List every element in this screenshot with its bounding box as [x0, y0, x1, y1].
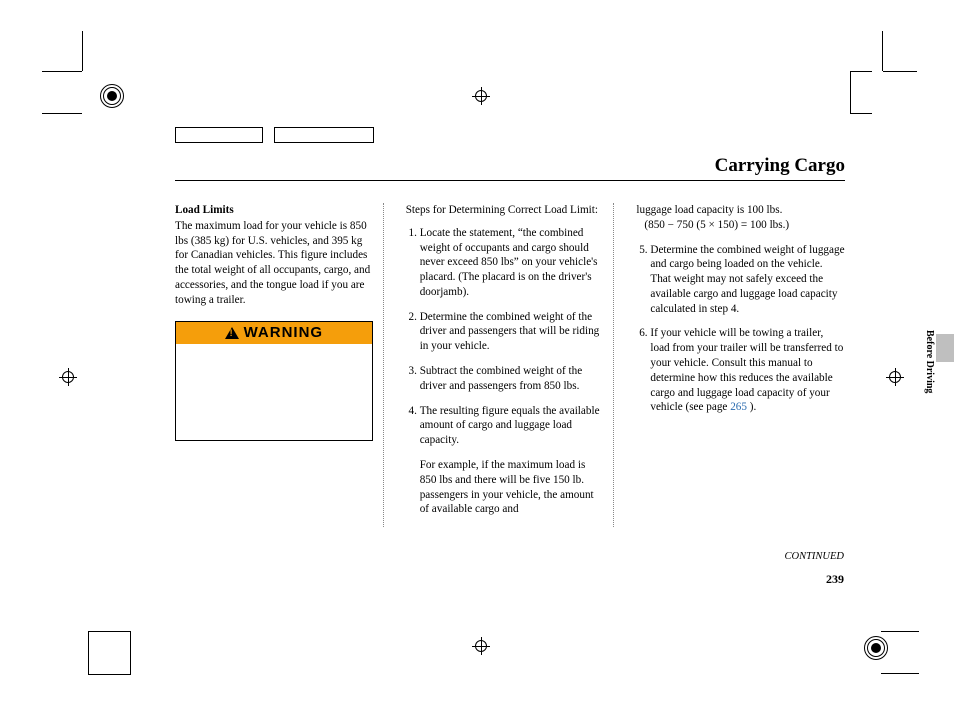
step-6: If your vehicle will be towing a trailer… — [650, 326, 845, 415]
crop-mark — [82, 31, 83, 71]
warning-body — [176, 344, 372, 440]
page-title: Carrying Cargo — [175, 155, 845, 177]
load-limits-text: The maximum load for your vehicle is 850… — [175, 219, 373, 308]
continued-label: CONTINUED — [784, 551, 844, 562]
warning-box: WARNING — [175, 321, 373, 441]
steps-intro: Steps for Determining Correct Load Limit… — [406, 203, 604, 218]
page-ref-link[interactable]: 265 — [730, 401, 747, 413]
step-6-tail: ). — [747, 401, 756, 413]
crop-mark — [883, 71, 917, 72]
crop-mark — [88, 631, 89, 675]
crosshair-bottom — [472, 637, 490, 655]
registration-mark-tl — [100, 84, 124, 108]
warning-triangle-icon — [225, 327, 239, 339]
crop-mark — [42, 113, 82, 114]
step-5: Determine the combined weight of luggage… — [650, 243, 845, 317]
section-tab — [936, 334, 954, 362]
page-number: 239 — [826, 572, 844, 587]
header-box — [274, 127, 374, 143]
title-rule — [175, 180, 845, 181]
step-4: The resulting figure equals the availabl… — [420, 404, 604, 517]
column-1: Load Limits The maximum load for your ve… — [175, 203, 384, 527]
crop-mark — [850, 71, 872, 72]
crop-mark — [130, 631, 131, 675]
example-continuation: luggage load capacity is 100 lbs. — [636, 203, 845, 218]
step-4-example: For example, if the maximum load is 850 … — [420, 459, 594, 515]
step-4-text: The resulting figure equals the availabl… — [420, 405, 600, 447]
steps-list: Locate the statement, “the combined weig… — [406, 226, 604, 517]
crop-mark — [882, 31, 883, 71]
crop-mark — [881, 631, 919, 632]
crosshair-top — [472, 87, 490, 105]
crop-mark — [881, 673, 919, 674]
warning-header: WARNING — [176, 322, 372, 344]
crop-mark — [42, 71, 82, 72]
step-1: Locate the statement, “the combined weig… — [420, 226, 604, 300]
header-box — [175, 127, 263, 143]
warning-label: WARNING — [244, 323, 324, 343]
crosshair-left — [59, 368, 77, 386]
load-limits-heading: Load Limits — [175, 203, 373, 218]
example-calc: (850 − 750 (5 × 150) = 100 lbs.) — [636, 218, 845, 233]
crop-mark — [88, 631, 130, 632]
section-label: Before Driving — [924, 330, 935, 393]
column-2: Steps for Determining Correct Load Limit… — [406, 203, 615, 527]
crosshair-right — [886, 368, 904, 386]
registration-mark-br — [864, 636, 888, 660]
crop-mark — [850, 71, 851, 113]
steps-list-cont: Determine the combined weight of luggage… — [636, 243, 845, 416]
crop-mark — [88, 674, 130, 675]
column-3: luggage load capacity is 100 lbs. (850 −… — [636, 203, 845, 527]
step-2: Determine the combined weight of the dri… — [420, 310, 604, 354]
page-content: Carrying Cargo Load Limits The maximum l… — [175, 155, 845, 527]
crop-mark — [850, 113, 872, 114]
step-3: Subtract the combined weight of the driv… — [420, 364, 604, 394]
